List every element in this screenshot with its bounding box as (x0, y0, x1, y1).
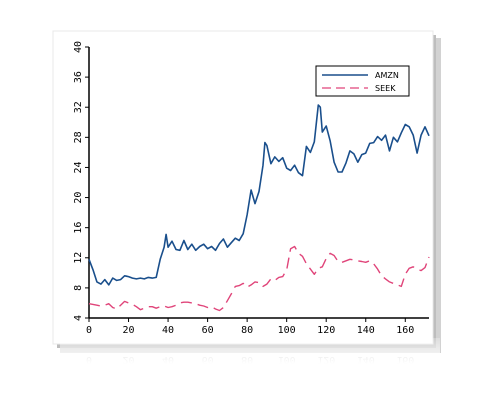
legend-box (315, 65, 410, 97)
x-tick-label: 0 (86, 325, 92, 336)
reflection-fade (60, 338, 440, 364)
x-tick-label: 60 (202, 325, 214, 336)
y-tick-label: 20 (73, 192, 84, 204)
y-tick-label: 36 (73, 71, 84, 83)
x-tick-label: 140 (357, 325, 375, 336)
legend: AMZN SEEK (315, 65, 410, 97)
legend-label-seek: SEEK (375, 84, 396, 93)
y-tick-label: 24 (73, 161, 84, 173)
x-tick-label: 100 (278, 325, 296, 336)
y-ticks: 4 8 12 16 20 24 28 32 36 40 (73, 41, 89, 321)
y-tick-label: 28 (73, 131, 84, 143)
x-tick-label: 120 (317, 325, 335, 336)
y-tick-label: 40 (73, 41, 84, 53)
y-tick-label: 8 (73, 285, 84, 291)
x-tick-label: 40 (162, 325, 174, 336)
legend-label-amzn: AMZN (375, 71, 399, 80)
series-line-amzn (88, 104, 430, 286)
y-tick-label: 32 (73, 101, 84, 113)
axes (88, 47, 429, 319)
y-tick-label: 4 (73, 315, 84, 321)
x-tick-label: 20 (123, 325, 135, 336)
series (88, 104, 430, 312)
y-tick-label: 12 (73, 252, 84, 264)
y-tick-label: 16 (73, 222, 84, 234)
x-tick-label: 80 (241, 325, 253, 336)
x-ticks: 0 20 40 60 80 100 120 140 160 (86, 318, 414, 336)
x-tick-label: 160 (396, 325, 414, 336)
